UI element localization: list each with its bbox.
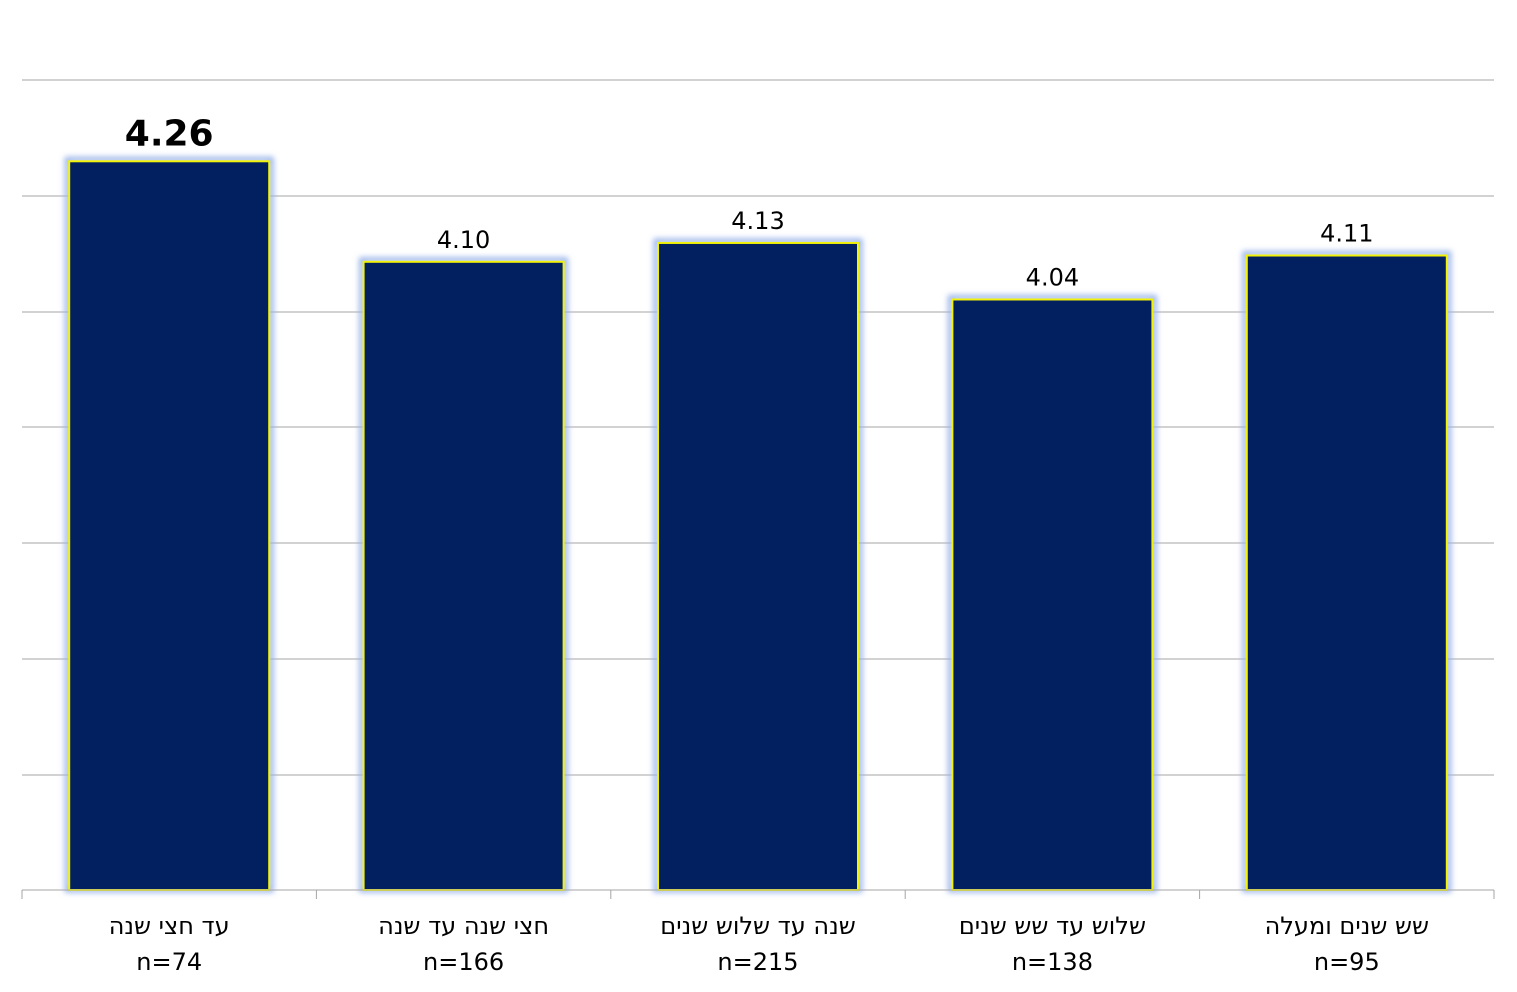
category-label: חצי שנה עד שנה <box>378 912 549 940</box>
data-label: 4.13 <box>731 207 784 235</box>
bar <box>657 241 859 892</box>
category-label: עד חצי שנה <box>109 912 230 940</box>
bar <box>1245 254 1448 891</box>
sample-size-label: n=215 <box>717 948 798 976</box>
labels: 4.26 עד חצי שנה n=74 4.10 חצי שנה עד שנה n=16… <box>109 113 1429 976</box>
data-label: 4.26 <box>125 113 214 154</box>
sample-size-label: n=95 <box>1314 948 1380 976</box>
category-label: שנה עד שלוש שנים <box>660 912 855 940</box>
bar <box>951 298 1154 891</box>
data-label: 4.11 <box>1320 220 1373 248</box>
sample-size-label: n=138 <box>1012 948 1093 976</box>
category-label: שש שנים ומעלה <box>1265 912 1429 940</box>
category-label: שלוש עד שש שנים <box>959 912 1146 940</box>
sample-size-label: n=74 <box>136 948 202 976</box>
x-axis <box>21 889 1495 899</box>
bar <box>362 260 565 891</box>
sample-size-label: n=166 <box>423 948 504 976</box>
bars <box>64 156 1452 893</box>
data-label: 4.04 <box>1026 263 1079 291</box>
bar <box>68 160 271 891</box>
data-label: 4.10 <box>437 226 490 254</box>
